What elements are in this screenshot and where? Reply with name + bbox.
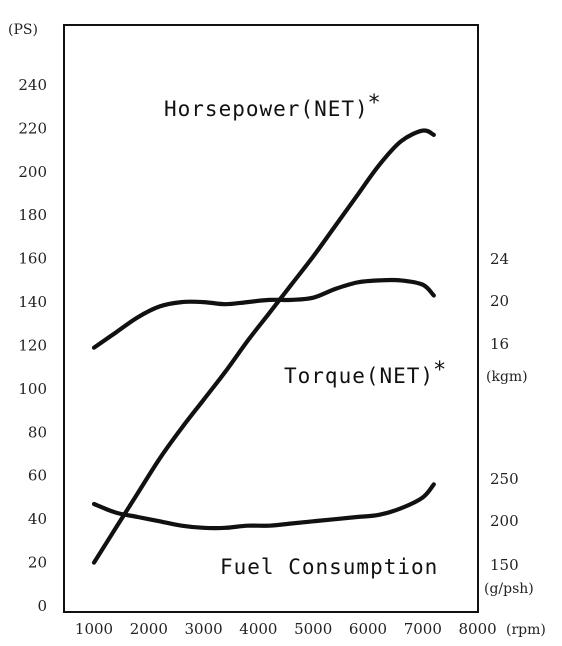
left-tick-label: 0 xyxy=(37,597,47,615)
torque-axis-unit: (kgm) xyxy=(486,369,528,385)
fuel-axis-ticks: 150 200 250 xyxy=(490,470,519,574)
left-axis-ticks: 0 20 40 60 80 100 120 140 160 180 200 220 240 xyxy=(18,76,47,615)
fuel-axis-unit: (g/psh) xyxy=(484,581,534,597)
left-tick-label: 60 xyxy=(28,467,47,485)
left-tick-label: 180 xyxy=(18,206,47,224)
x-tick-label: 7000 xyxy=(404,620,442,638)
x-tick-label: 6000 xyxy=(349,620,387,638)
x-axis-ticks: 1000 2000 3000 4000 5000 6000 7000 8000 xyxy=(75,620,497,638)
plot-frame xyxy=(63,24,479,613)
left-tick-label: 200 xyxy=(18,163,47,181)
horsepower-label: Horsepower(NET)* xyxy=(164,91,380,121)
left-axis-unit: (PS) xyxy=(8,22,38,38)
left-tick-label: 160 xyxy=(18,250,47,268)
horsepower-curve xyxy=(91,128,436,565)
torque-label: Torque(NET)* xyxy=(284,358,445,388)
torque-axis-ticks: 16 20 24 xyxy=(490,250,509,353)
x-tick-label: 5000 xyxy=(294,620,332,638)
fuel-consumption-label: Fuel Consumption xyxy=(220,555,438,579)
left-tick-label: 20 xyxy=(28,554,47,572)
fuel-tick-label: 200 xyxy=(490,512,519,530)
left-tick-label: 220 xyxy=(18,119,47,137)
x-tick-label: 4000 xyxy=(239,620,277,638)
fuel-tick-label: 250 xyxy=(490,470,519,488)
torque-tick-label: 24 xyxy=(490,250,509,268)
torque-tick-label: 20 xyxy=(490,292,509,310)
left-tick-label: 240 xyxy=(18,76,47,94)
x-tick-label: 2000 xyxy=(130,620,168,638)
x-axis-unit: (rpm) xyxy=(506,622,546,638)
fuel-consumption-curve xyxy=(91,482,436,531)
x-tick-label: 3000 xyxy=(185,620,223,638)
left-tick-label: 140 xyxy=(18,293,47,311)
left-tick-label: 40 xyxy=(28,510,47,528)
series-curves xyxy=(91,128,436,565)
left-tick-label: 100 xyxy=(18,380,47,398)
torque-tick-label: 16 xyxy=(490,335,509,353)
left-tick-label: 80 xyxy=(28,423,47,441)
x-tick-label: 8000 xyxy=(459,620,497,638)
left-tick-label: 120 xyxy=(18,336,47,354)
x-tick-label: 1000 xyxy=(75,620,113,638)
fuel-tick-label: 150 xyxy=(490,556,519,574)
torque-curve xyxy=(91,277,436,350)
